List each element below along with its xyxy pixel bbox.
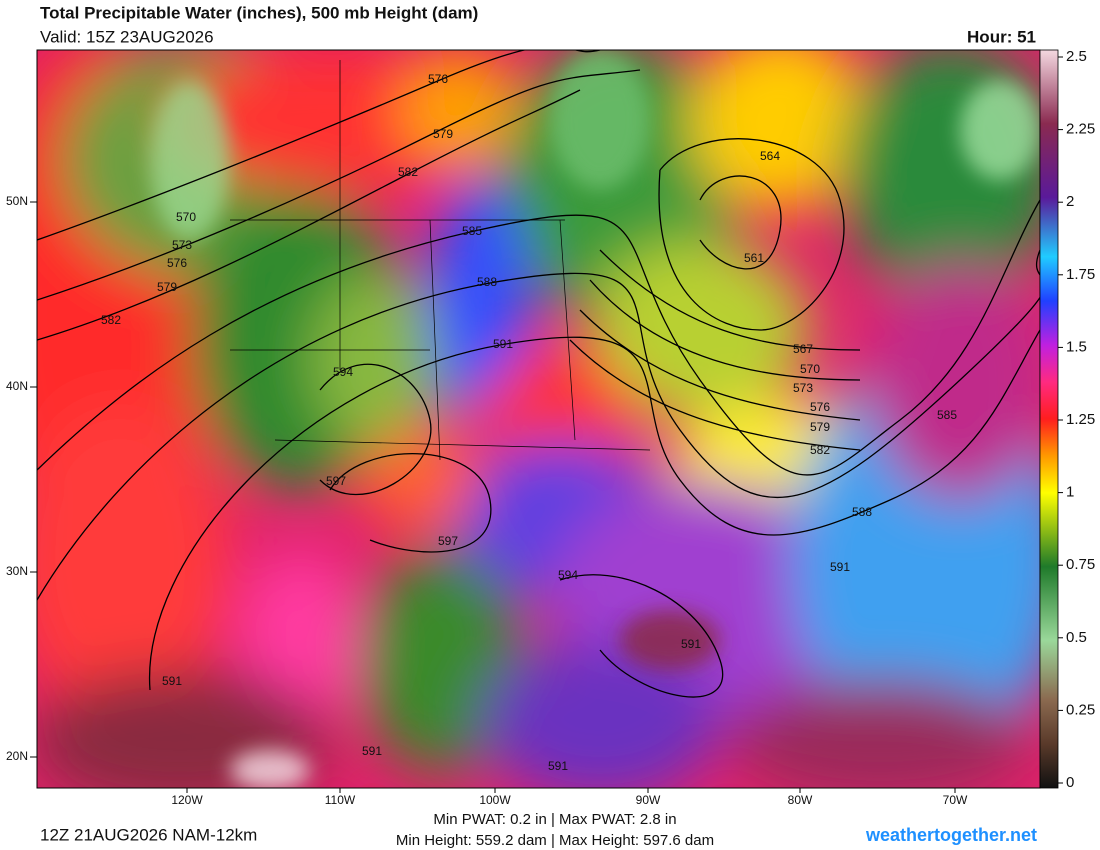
lat-label: 30N: [6, 564, 28, 578]
contour-label: 561: [744, 251, 764, 265]
contour-label: 591: [830, 560, 850, 574]
lat-label: 50N: [6, 194, 28, 208]
model-run: 12Z 21AUG2026 NAM-12km: [40, 825, 257, 844]
contour-label: 573: [793, 381, 813, 395]
lon-label: 80W: [788, 793, 813, 807]
contour-label: 576: [428, 72, 448, 86]
contour-label: 573: [172, 238, 192, 252]
contour-label: 582: [101, 313, 121, 327]
colorbar-tick-label: 2.25: [1066, 121, 1095, 138]
map-field: [37, 50, 1040, 788]
colorbar-tick-label: 1.25: [1066, 411, 1095, 428]
height-stats: Min Height: 559.2 dam | Max Height: 597.…: [396, 832, 714, 849]
contour-label: 576: [167, 256, 187, 270]
contour-label: 591: [681, 637, 701, 651]
lon-label: 70W: [943, 793, 968, 807]
title: Total Precipitable Water (inches), 500 m…: [40, 3, 478, 22]
colorbar-tick-label: 0.25: [1066, 701, 1095, 718]
colorbar-tick-label: 2.5: [1066, 48, 1087, 65]
lon-label: 90W: [636, 793, 661, 807]
colorbar: [1039, 49, 1059, 789]
contour-label: 564: [760, 149, 780, 163]
borders: [230, 60, 651, 461]
lon-label: 100W: [479, 793, 511, 807]
forecast-hour: Hour: 51: [967, 27, 1036, 46]
contour-label: 585: [937, 408, 957, 422]
contour-label: 579: [433, 127, 453, 141]
contour-label: 588: [852, 505, 872, 519]
contour-label: 594: [333, 365, 353, 379]
colorbar-tick-label: 0: [1066, 774, 1074, 791]
contour-label: 576: [810, 400, 830, 414]
contour-label: 567: [793, 342, 813, 356]
colorbar-tick-label: 1: [1066, 484, 1074, 501]
contour-label: 585: [462, 224, 482, 238]
contour-label: 591: [162, 674, 182, 688]
contour-label: 597: [326, 474, 346, 488]
colorbar-tick-label: 1.5: [1066, 338, 1087, 355]
contour-label: 582: [398, 165, 418, 179]
height-contours: [37, 50, 1040, 698]
contour-label: 591: [493, 337, 513, 351]
contour-label: 594: [558, 568, 578, 582]
contour-label: 579: [157, 280, 177, 294]
lat-label: 40N: [6, 379, 28, 393]
site-link[interactable]: weathertogether.net: [865, 825, 1037, 845]
valid-time: Valid: 15Z 23AUG2026: [40, 27, 214, 46]
contour-label: 582: [810, 443, 830, 457]
contour-label: 591: [548, 759, 568, 773]
colorbar-tick-label: 0.5: [1066, 629, 1087, 646]
contour-label: 588: [477, 275, 497, 289]
lon-label: 110W: [325, 793, 356, 807]
colorbar-tick-label: 1.75: [1066, 266, 1095, 283]
contour-label: 579: [810, 420, 830, 434]
contour-label: 570: [800, 362, 820, 376]
contour-label: 591: [362, 744, 382, 758]
pwat-stats: Min PWAT: 0.2 in | Max PWAT: 2.8 in: [433, 811, 676, 828]
lat-label: 20N: [6, 749, 28, 763]
contour-label: 597: [438, 534, 458, 548]
lon-label: 120W: [171, 793, 203, 807]
contour-label: 570: [176, 210, 196, 224]
colorbar-tick-label: 2: [1066, 193, 1074, 210]
colorbar-tick-label: 0.75: [1066, 556, 1095, 573]
